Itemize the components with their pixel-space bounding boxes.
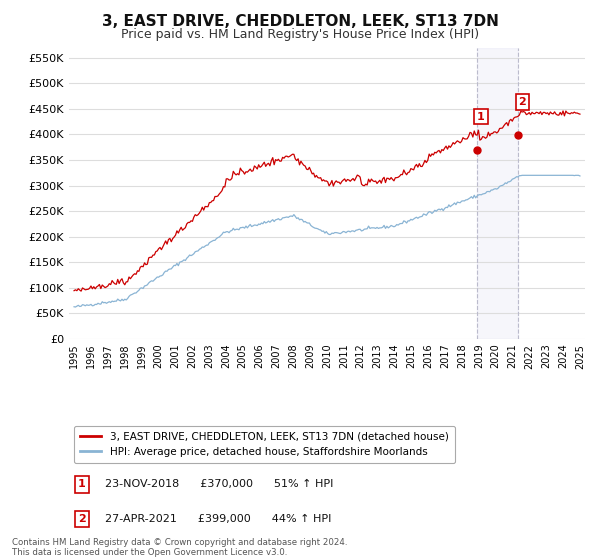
Bar	[477, 48, 518, 339]
Text: 27-APR-2021      £399,000      44% ↑ HPI: 27-APR-2021 £399,000 44% ↑ HPI	[105, 514, 331, 524]
Text: Contains HM Land Registry data © Crown copyright and database right 2024.
This d: Contains HM Land Registry data © Crown c…	[12, 538, 347, 557]
Text: 23-NOV-2018      £370,000      51% ↑ HPI: 23-NOV-2018 £370,000 51% ↑ HPI	[105, 479, 334, 489]
Text: Price paid vs. HM Land Registry's House Price Index (HPI): Price paid vs. HM Land Registry's House …	[121, 28, 479, 41]
Text: 1: 1	[78, 479, 86, 489]
Text: 2: 2	[518, 97, 526, 107]
Legend: 3, EAST DRIVE, CHEDDLETON, LEEK, ST13 7DN (detached house), HPI: Average price, : 3, EAST DRIVE, CHEDDLETON, LEEK, ST13 7D…	[74, 426, 455, 463]
Text: 2: 2	[78, 514, 86, 524]
Text: 1: 1	[477, 111, 485, 122]
Text: 3, EAST DRIVE, CHEDDLETON, LEEK, ST13 7DN: 3, EAST DRIVE, CHEDDLETON, LEEK, ST13 7D…	[101, 14, 499, 29]
